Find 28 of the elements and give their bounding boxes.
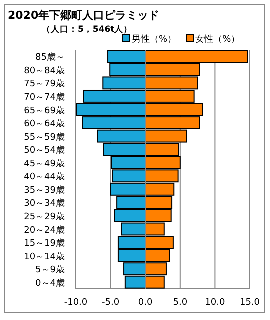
legend-label: 女性（%）	[196, 34, 240, 45]
y-tick-label: 40～44歳	[24, 172, 65, 183]
y-tick-label: 45～49歳	[24, 158, 65, 170]
y-tick-label: 50～54歳	[24, 145, 65, 156]
y-tick-label: 10～14歳	[24, 251, 65, 262]
x-tick-label: 5.0	[173, 298, 188, 308]
chart-subtitle: （人口：5，546t人）	[42, 24, 133, 35]
y-tick-label: 5～9歳	[36, 264, 65, 276]
y-tick-label: 70～74歳	[24, 92, 65, 103]
y-tick-label: 65～69歳	[24, 105, 65, 116]
y-tick-label: 20～24歳	[24, 224, 65, 236]
y-tick-label: 15～19歳	[24, 238, 65, 250]
chart-title: 2020年下郷町人口ピラミッド	[8, 9, 160, 22]
y-tick-label: 0～4歳	[36, 278, 65, 289]
y-tick-label: 75～79歳	[24, 78, 65, 90]
x-tick-label: 0.0	[138, 298, 154, 308]
y-tick-label: 80～84歳	[24, 65, 65, 76]
y-tick-label: 25～29歳	[24, 211, 65, 222]
x-tick-label: -10.0	[64, 298, 88, 308]
x-tick-label: 10.0	[205, 298, 226, 308]
legend-label: 男性（%）	[132, 34, 177, 45]
y-tick-label: 35～39歳	[24, 184, 65, 196]
y-tick-label: 85歳～	[36, 52, 65, 64]
y-tick-label: 60～64歳	[24, 118, 65, 130]
y-tick-label: 30～34歳	[24, 198, 65, 210]
y-tick-label: 55～59歳	[24, 132, 65, 143]
x-tick-label: 15.0	[240, 298, 260, 308]
x-tick-label: -5.0	[102, 298, 120, 308]
